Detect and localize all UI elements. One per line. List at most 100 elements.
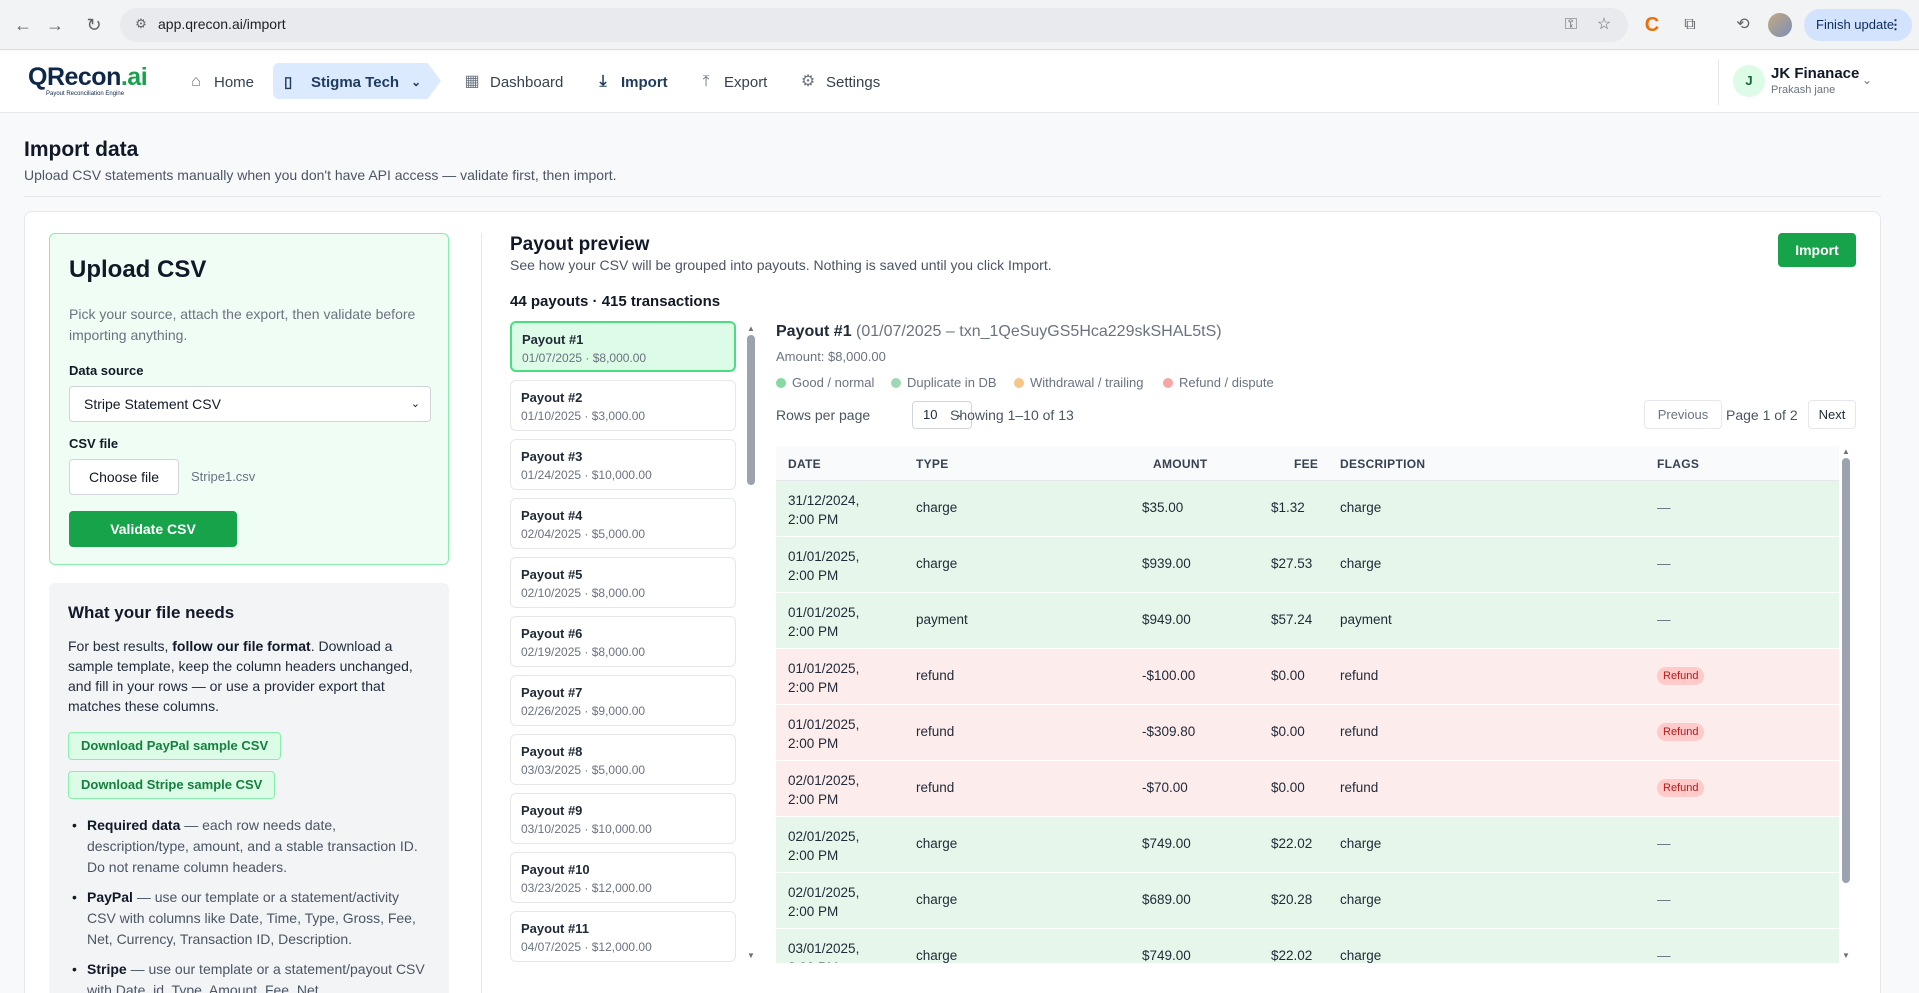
org-switcher[interactable] (273, 63, 441, 99)
data-source-select[interactable]: Stripe Statement CSV ⌄ (69, 386, 431, 422)
scroll-down-icon[interactable]: ▼ (747, 951, 755, 960)
rows-per-page-select[interactable]: 10 ⌄ (912, 401, 972, 429)
back-icon[interactable]: ← (14, 15, 32, 35)
user-name[interactable]: JK Finanace (1771, 65, 1860, 82)
payout-item[interactable]: Payout #9 03/10/2025 · $10,000.00 (510, 793, 736, 844)
site-info-icon[interactable]: ⚙ (135, 16, 147, 31)
choose-file-button[interactable]: Choose file (69, 459, 179, 495)
cell-amount: -$100.00 (1142, 668, 1196, 683)
column-type[interactable]: TYPE (916, 457, 949, 471)
extensions-puzzle-icon[interactable]: ⧉ (1684, 16, 1696, 33)
cell-type: charge (916, 948, 958, 963)
legend-duplicate: Duplicate in DB (891, 375, 997, 390)
table-row[interactable]: 01/01/2025, 2:00 PM refund -$100.00 $0.00 re… (776, 649, 1839, 705)
validate-csv-button[interactable]: Validate CSV (69, 511, 237, 547)
legend-dot (776, 377, 786, 388)
nav-home[interactable]: ⌂ Home (187, 66, 254, 98)
legend-withdrawal: Withdrawal / trailing (1014, 375, 1143, 390)
scroll-down-icon[interactable]: ▼ (1842, 951, 1850, 960)
list-item: Stripe — use our template or a statement… (68, 959, 428, 993)
table-row[interactable]: 02/01/2025, 2:00 PM charge $749.00 $22.02 ch… (776, 817, 1839, 873)
cell-date: 01/01/2025, 2:00 PM (788, 549, 860, 583)
logo[interactable]: QRecon.ai Payout Reconciliation Engine (28, 63, 148, 103)
cell-date: 01/01/2025, 2:00 PM (788, 717, 860, 751)
finish-update-label: Finish update (1816, 17, 1895, 32)
list-item: PayPal — use our template or a statement… (68, 887, 428, 950)
preview-title: Payout preview (510, 234, 650, 255)
cell-description: refund (1340, 724, 1379, 739)
scroll-up-icon[interactable]: ▲ (1842, 447, 1850, 456)
forward-icon[interactable]: → (46, 15, 64, 35)
nav-settings-label: Settings (826, 73, 881, 91)
table-row[interactable]: 01/01/2025, 2:00 PM payment $949.00 $57.24 p… (776, 593, 1839, 649)
profile-avatar-icon[interactable] (1768, 13, 1792, 37)
nav-dashboard[interactable]: ▦ Dashboard (463, 66, 563, 98)
payout-item[interactable]: Payout #3 01/24/2025 · $10,000.00 (510, 439, 736, 490)
payout-counts: 44 payouts · 415 transactions (510, 293, 721, 310)
chevron-down-icon: ⌄ (411, 75, 422, 89)
org-switcher-label-group[interactable]: ▯ Stigma Tech ⌄ (284, 66, 421, 98)
column-date[interactable]: DATE (788, 457, 821, 471)
payout-item[interactable]: Payout #4 02/04/2025 · $5,000.00 (510, 498, 736, 549)
reload-icon[interactable]: ↻ (86, 15, 102, 35)
payout-item[interactable]: Payout #7 02/26/2025 · $9,000.00 (510, 675, 736, 726)
download-paypal-sample-button[interactable]: Download PayPal sample CSV (68, 732, 282, 760)
extension-c-icon[interactable]: C (1644, 14, 1660, 36)
cell-flags: — (1657, 948, 1671, 963)
scroll-up-icon[interactable]: ▲ (747, 324, 755, 333)
table-row[interactable]: 31/12/2024, 2:00 PM charge $35.00 $1.32 char… (776, 481, 1839, 537)
upload-panel: Upload CSV Pick your source, attach the … (49, 233, 449, 565)
column-amount[interactable]: AMOUNT (1153, 457, 1208, 471)
user-menu-chevron-icon[interactable]: ⌄ (1862, 73, 1873, 87)
nav-import[interactable]: ⤓ Import (594, 66, 667, 98)
table-header: DATE TYPE AMOUNT FEE DESCRIPTION FLAGS (776, 446, 1839, 481)
browser-toolbar: ← → ↻ ⚙ app.qrecon.ai/import ⚿ ☆ C ⧉ ⟲ F… (0, 0, 1919, 50)
cell-amount: $35.00 (1142, 500, 1184, 515)
cell-fee: $0.00 (1271, 724, 1305, 739)
payout-item[interactable]: Payout #8 03/03/2025 · $5,000.00 (510, 734, 736, 785)
legend-dot (891, 377, 901, 388)
table-row[interactable]: 01/01/2025, 2:00 PM refund -$309.80 $0.00 re… (776, 705, 1839, 761)
import-button[interactable]: Import (1778, 233, 1856, 267)
payout-item[interactable]: Payout #10 03/23/2025 · $12,000.00 (510, 852, 736, 903)
url-text[interactable]: app.qrecon.ai/import (158, 16, 286, 32)
performance-icon[interactable]: ⟲ (1736, 16, 1750, 33)
nav-export-label: Export (724, 73, 768, 91)
nav-export[interactable]: ⤒ Export (697, 66, 767, 98)
cell-flags: — (1657, 836, 1671, 851)
table-scrollbar[interactable] (1842, 458, 1850, 883)
payout-item[interactable]: Payout #5 02/10/2025 · $8,000.00 (510, 557, 736, 608)
showing-range: Showing 1–10 of 13 (950, 407, 1074, 423)
transactions-table: DATE TYPE AMOUNT FEE DESCRIPTION FLAGS 3… (776, 446, 1839, 963)
payout-item[interactable]: Payout #1 01/07/2025 · $8,000.00 (510, 321, 736, 372)
payout-item[interactable]: Payout #11 04/07/2025 · $12,000.00 (510, 911, 736, 962)
nav-settings[interactable]: ⚙ Settings (799, 66, 880, 98)
next-page-button[interactable]: Next (1808, 400, 1856, 429)
rows-per-page-label: Rows per page (776, 407, 871, 423)
password-key-icon[interactable]: ⚿ (1564, 16, 1578, 33)
requirements-title: What your file needs (68, 603, 235, 622)
payout-item[interactable]: Payout #2 01/10/2025 · $3,000.00 (510, 380, 736, 431)
cell-amount: -$70.00 (1142, 780, 1188, 795)
payout-list[interactable]: Payout #1 01/07/2025 · $8,000.00 Payout #… (510, 321, 736, 965)
cell-date: 02/01/2025, 2:00 PM (788, 829, 860, 863)
previous-page-button[interactable]: Previous (1644, 400, 1722, 429)
payout-item[interactable]: Payout #6 02/19/2025 · $8,000.00 (510, 616, 736, 667)
address-bar[interactable] (120, 8, 1628, 42)
table-row[interactable]: 03/01/2025, 2:00 PM charge $749.00 $22.02 ch… (776, 929, 1839, 963)
cell-flags: — (1657, 892, 1671, 907)
bookmark-star-icon[interactable]: ☆ (1596, 16, 1612, 33)
column-fee[interactable]: FEE (1294, 457, 1319, 471)
payout-list-scrollbar[interactable] (747, 335, 755, 485)
column-flags[interactable]: FLAGS (1657, 457, 1700, 471)
cell-description: charge (1340, 892, 1382, 907)
download-stripe-sample-button[interactable]: Download Stripe sample CSV (68, 771, 276, 799)
table-row[interactable]: 01/01/2025, 2:00 PM charge $939.00 $27.53 ch… (776, 537, 1839, 593)
refund-badge: Refund (1657, 779, 1705, 797)
table-row[interactable]: 02/01/2025, 2:00 PM refund -$70.00 $0.00 ref… (776, 761, 1839, 817)
finish-update-button[interactable]: Finish update ⋮ (1804, 9, 1912, 41)
table-row[interactable]: 02/01/2025, 2:00 PM charge $689.00 $20.28 ch… (776, 873, 1839, 929)
avatar[interactable]: J (1733, 65, 1765, 97)
gear-icon: ⚙ (800, 73, 816, 90)
column-description[interactable]: DESCRIPTION (1340, 457, 1426, 471)
